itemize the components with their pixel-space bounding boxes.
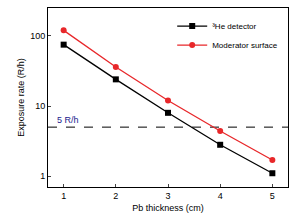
svg-text:10: 10 [35, 101, 45, 111]
svg-text:³He detector: ³He detector [212, 22, 256, 31]
svg-text:Exposure rate (R/h): Exposure rate (R/h) [16, 58, 26, 137]
svg-text:100: 100 [30, 31, 45, 41]
svg-text:2: 2 [113, 191, 118, 201]
svg-text:1: 1 [40, 171, 45, 181]
svg-text:1: 1 [61, 191, 66, 201]
svg-text:3: 3 [165, 191, 170, 201]
svg-text:Pb thickness (cm): Pb thickness (cm) [132, 203, 204, 213]
svg-text:Moderator surface: Moderator surface [212, 41, 277, 50]
svg-text:5: 5 [270, 191, 275, 201]
svg-text:4: 4 [218, 191, 223, 201]
svg-text:5 R/h: 5 R/h [57, 115, 79, 125]
